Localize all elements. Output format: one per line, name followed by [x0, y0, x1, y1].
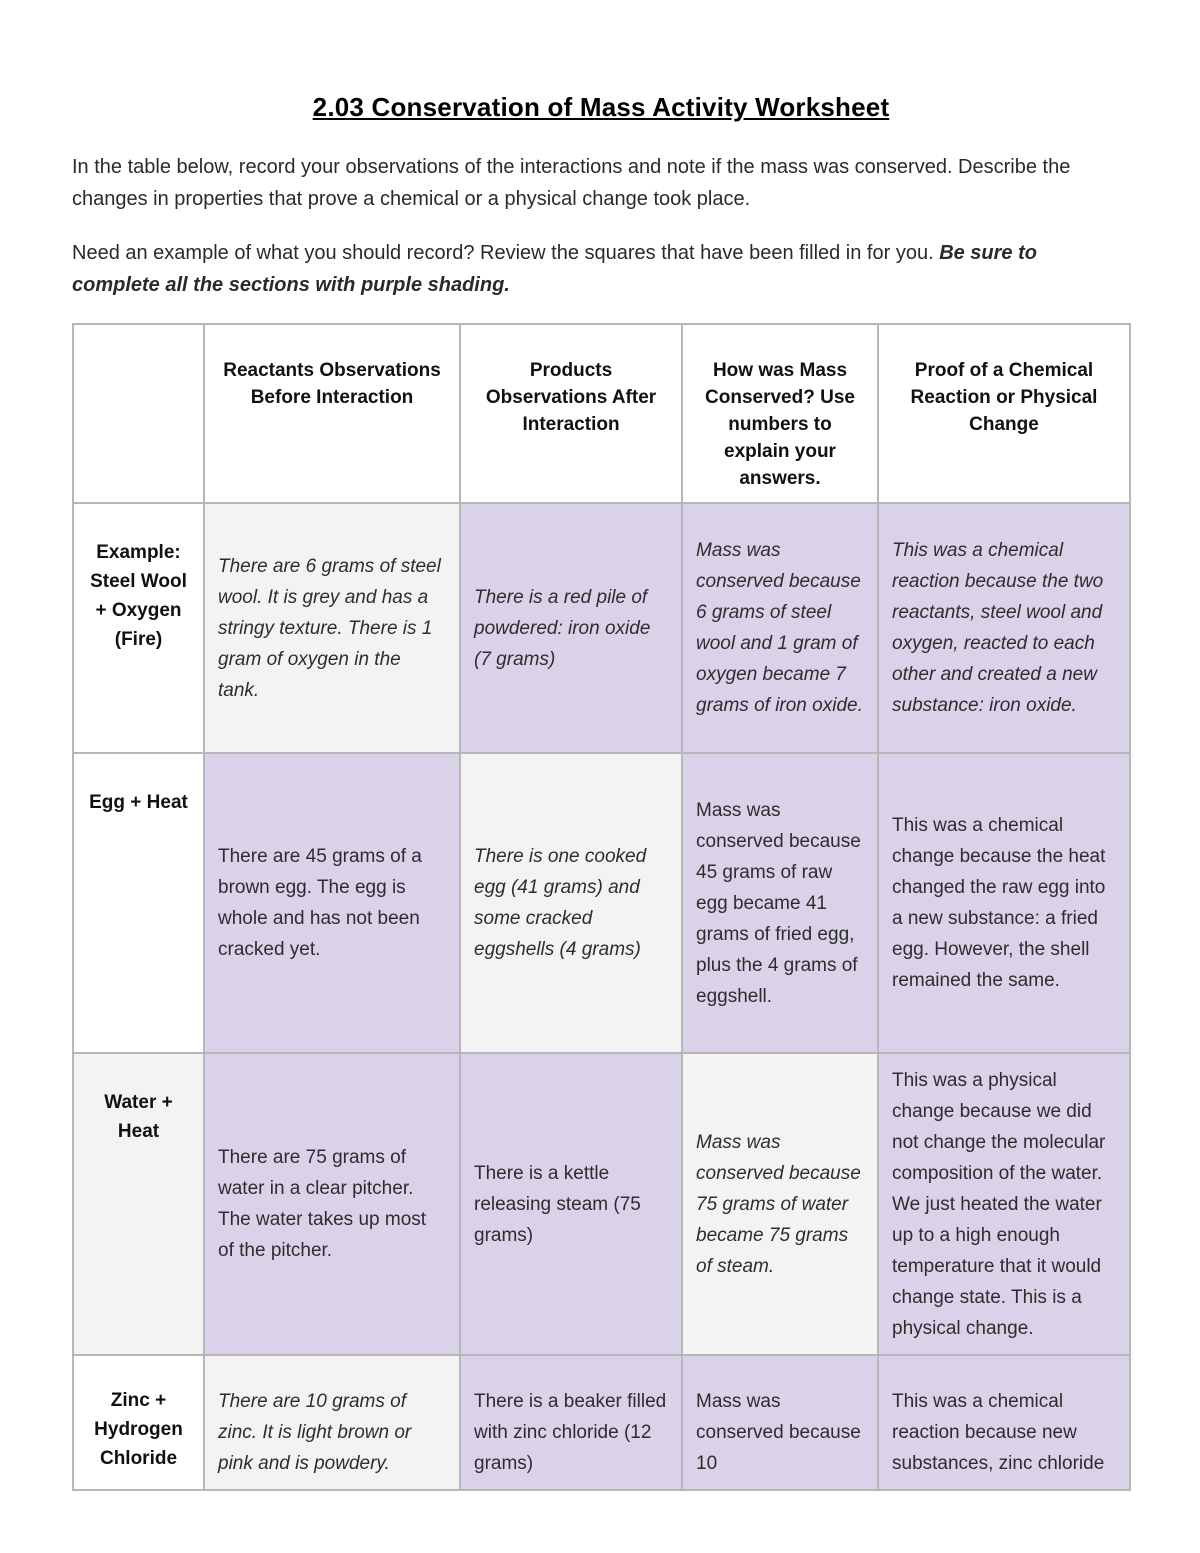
cell-mass: Mass was conserved because 10 [681, 1354, 879, 1491]
cell-proof: This was a chemical change because the h… [877, 752, 1131, 1054]
instructions-normal-text: Need an example of what you should recor… [72, 242, 940, 264]
row-label: Egg + Heat [72, 752, 205, 1054]
cell-proof: This was a physical change because we di… [877, 1052, 1131, 1356]
cell-products: There is a beaker filled with zinc chlor… [459, 1354, 683, 1491]
cell-mass: Mass was conserved because 45 grams of r… [681, 752, 879, 1054]
table-row: Zinc + Hydrogen Chloride There are 10 gr… [72, 1354, 1131, 1491]
cell-reactants: There are 6 grams of steel wool. It is g… [203, 502, 461, 754]
header-proof: Proof of a Chemical Reaction or Physical… [877, 323, 1131, 504]
cell-products: There is a red pile of powdered: iron ox… [459, 502, 683, 754]
cell-reactants: There are 75 grams of water in a clear p… [203, 1052, 461, 1356]
worksheet-table-body: Example: Steel Wool + Oxygen (Fire) Ther… [72, 502, 1131, 1491]
cell-reactants: There are 45 grams of a brown egg. The e… [203, 752, 461, 1054]
page-title: 2.03 Conservation of Mass Activity Works… [312, 92, 890, 122]
table-row: Water + Heat There are 75 grams of water… [72, 1052, 1131, 1356]
table-row: Egg + Heat There are 45 grams of a brown… [72, 752, 1131, 1054]
header-products: Products Observations After Interaction [459, 323, 683, 504]
cell-products: There is a kettle releasing steam (75 gr… [459, 1052, 683, 1356]
header-row: Reactants Observations Before Interactio… [72, 323, 1131, 504]
row-label: Zinc + Hydrogen Chloride [72, 1354, 205, 1491]
worksheet-table: Reactants Observations Before Interactio… [72, 323, 1131, 1491]
instructions-emphasis-text: Be sure to complete all the sections wit… [72, 242, 1037, 296]
cell-reactants: There are 10 grams of zinc. It is light … [203, 1354, 461, 1491]
row-label: Example: Steel Wool + Oxygen (Fire) [72, 502, 205, 754]
row-label: Water + Heat [72, 1052, 205, 1356]
cell-proof: This was a chemical reaction because the… [877, 502, 1131, 754]
table-row: Example: Steel Wool + Oxygen (Fire) Ther… [72, 502, 1131, 754]
table-header: Reactants Observations Before Interactio… [72, 323, 1131, 504]
cell-products: There is one cooked egg (41 grams) and s… [459, 752, 683, 1054]
cell-proof: This was a chemical reaction because new… [877, 1354, 1131, 1491]
header-reactants: Reactants Observations Before Interactio… [203, 323, 461, 504]
cell-mass: Mass was conserved because 75 grams of w… [681, 1052, 879, 1356]
header-empty [72, 323, 205, 504]
cell-mass: Mass was conserved because 6 grams of st… [681, 502, 879, 754]
intro-paragraph: In the table below, record your observat… [72, 156, 1071, 210]
instructions-paragraph: Need an example of what you should recor… [72, 237, 1130, 301]
header-mass: How was Mass Conserved? Use numbers to e… [681, 323, 879, 504]
